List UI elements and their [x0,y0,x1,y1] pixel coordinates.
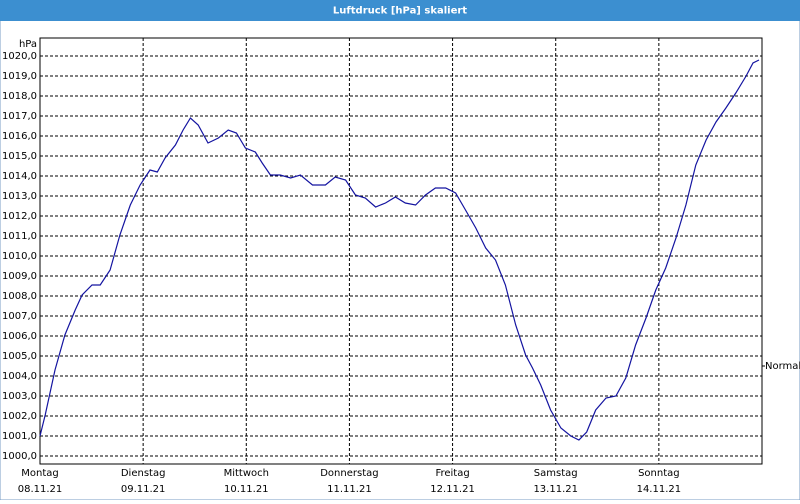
y-tick-label: 1010,0 [2,251,37,262]
x-tick-date: 09.11.21 [121,484,166,495]
y-tick-label: 1011,0 [2,231,37,242]
x-tick-date: 14.11.21 [637,484,682,495]
x-tick-label: Freitag [435,468,469,479]
y-tick-label: 1017,0 [2,111,37,122]
y-unit: hPa [19,39,37,50]
y-tick-label: 1002,0 [2,411,37,422]
y-tick-label: 1003,0 [2,391,37,402]
x-tick-date: 12.11.21 [430,484,475,495]
x-tick-label: Dienstag [121,468,166,479]
x-tick-date: 11.11.21 [327,484,372,495]
y-tick-label: 1005,0 [2,351,37,362]
y-tick-label: 1013,0 [2,191,37,202]
x-tick-label: Montag [21,468,58,479]
y-tick-label: 1004,0 [2,371,37,382]
x-tick-date: 08.11.21 [18,484,63,495]
title-bar [0,0,800,21]
y-tick-label: 1015,0 [2,151,37,162]
chart-title: Luftdruck [hPa] skaliert [333,6,467,17]
x-tick-label: Sonntag [638,468,680,479]
y-tick-label: 1014,0 [2,171,37,182]
y-tick-label: 1000,0 [2,451,37,462]
x-tick-label: Mittwoch [224,468,269,479]
x-tick-date: 10.11.21 [224,484,269,495]
y-tick-label: 1001,0 [2,431,37,442]
x-tick-date: 13.11.21 [533,484,578,495]
y-tick-label: 1020,0 [2,51,37,62]
y-tick-label: 1009,0 [2,271,37,282]
y-tick-label: 1019,0 [2,71,37,82]
x-tick-label: Donnerstag [320,468,378,479]
y-tick-label: 1012,0 [2,211,37,222]
y-tick-label: 1018,0 [2,91,37,102]
x-tick-label: Samstag [534,468,578,479]
y-tick-label: 1008,0 [2,291,37,302]
plot-area [39,37,763,465]
y-tick-label: 1007,0 [2,311,37,322]
y-tick-label: 1006,0 [2,331,37,342]
y-tick-label: 1016,0 [2,131,37,142]
reference-label: Normal [765,361,800,372]
data-line [39,59,760,441]
